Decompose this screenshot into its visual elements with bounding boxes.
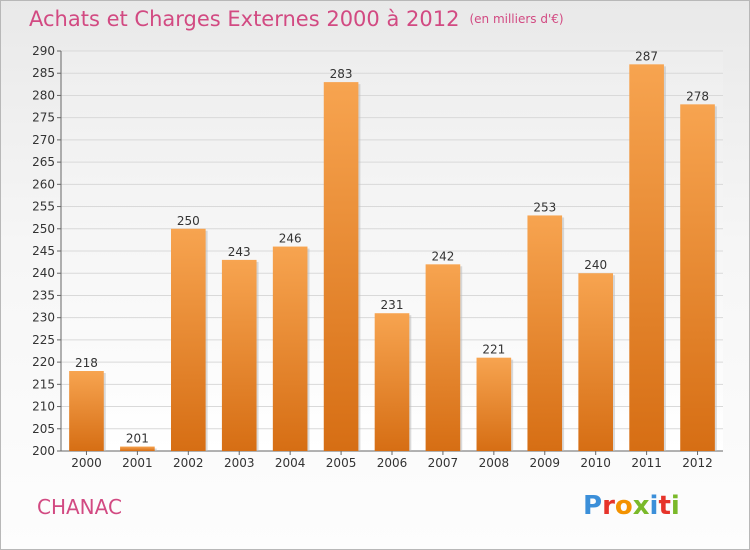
x-tick-label: 2006 — [377, 456, 408, 470]
bar — [69, 371, 104, 451]
y-tick-label: 250 — [32, 222, 55, 236]
x-tick-label: 2007 — [428, 456, 459, 470]
data-label: 242 — [431, 249, 454, 263]
x-tick-label: 2005 — [326, 456, 357, 470]
bar — [323, 82, 359, 451]
data-label: 243 — [228, 245, 251, 259]
y-tick-label: 280 — [32, 88, 55, 102]
y-tick-label: 240 — [32, 266, 55, 280]
x-tick-label: 2012 — [682, 456, 713, 470]
x-tick-label: 2010 — [580, 456, 611, 470]
x-tick-label: 2008 — [479, 456, 510, 470]
bar — [120, 446, 155, 451]
title-text: Achats et Charges Externes 2000 à 2012 — [29, 7, 460, 31]
y-tick-label: 285 — [32, 66, 55, 80]
bar — [527, 215, 563, 451]
y-tick-label: 290 — [32, 44, 55, 58]
x-tick-label: 2002 — [173, 456, 204, 470]
y-tick-label: 255 — [32, 200, 55, 214]
data-label: 283 — [330, 67, 353, 81]
unit-label: (en milliers d'€) — [469, 12, 564, 26]
bar — [578, 273, 614, 451]
bar — [425, 264, 461, 451]
y-tick-label: 220 — [32, 355, 55, 369]
data-label: 253 — [533, 200, 556, 214]
x-tick-label: 2011 — [631, 456, 662, 470]
bar — [680, 104, 715, 451]
commune-name: CHANAC — [37, 495, 122, 519]
chart-title: Achats et Charges Externes 2000 à 2012 (e… — [29, 7, 564, 31]
bar — [476, 357, 512, 451]
x-tick-label: 2009 — [529, 456, 560, 470]
y-tick-label: 215 — [32, 377, 55, 391]
bar — [170, 228, 206, 451]
y-tick-label: 260 — [32, 177, 55, 191]
data-label: 278 — [686, 89, 709, 103]
x-tick-label: 2004 — [275, 456, 306, 470]
y-tick-label: 200 — [32, 444, 55, 458]
x-tick-label: 2001 — [122, 456, 153, 470]
proxiti-logo: Proxiti — [583, 491, 680, 521]
y-tick-label: 210 — [32, 400, 55, 414]
logo-letter: o — [614, 491, 633, 521]
data-label: 201 — [126, 432, 149, 446]
data-label: 287 — [635, 49, 658, 63]
logo-letter: r — [602, 491, 615, 521]
bar — [221, 259, 257, 451]
logo-letter: x — [632, 491, 650, 521]
logo-letter: i — [649, 491, 659, 521]
logo-letter: t — [658, 491, 671, 521]
y-tick-label: 275 — [32, 111, 55, 125]
bar — [374, 313, 410, 451]
x-tick-label: 2000 — [71, 456, 102, 470]
logo-letter: i — [670, 491, 680, 521]
data-label: 240 — [584, 258, 607, 272]
y-tick-label: 230 — [32, 311, 55, 325]
y-tick-label: 270 — [32, 133, 55, 147]
bar — [629, 64, 664, 452]
data-label: 231 — [381, 298, 404, 312]
y-tick-label: 235 — [32, 288, 55, 302]
logo-letter: P — [583, 491, 603, 521]
x-tick-label: 2003 — [224, 456, 255, 470]
data-label: 250 — [177, 214, 200, 228]
y-tick-label: 265 — [32, 155, 55, 169]
y-tick-label: 205 — [32, 422, 55, 436]
bar — [272, 246, 308, 451]
y-tick-label: 245 — [32, 244, 55, 258]
data-label: 246 — [279, 232, 302, 246]
y-tick-label: 225 — [32, 333, 55, 347]
data-label: 221 — [482, 343, 505, 357]
data-label: 218 — [75, 356, 98, 370]
